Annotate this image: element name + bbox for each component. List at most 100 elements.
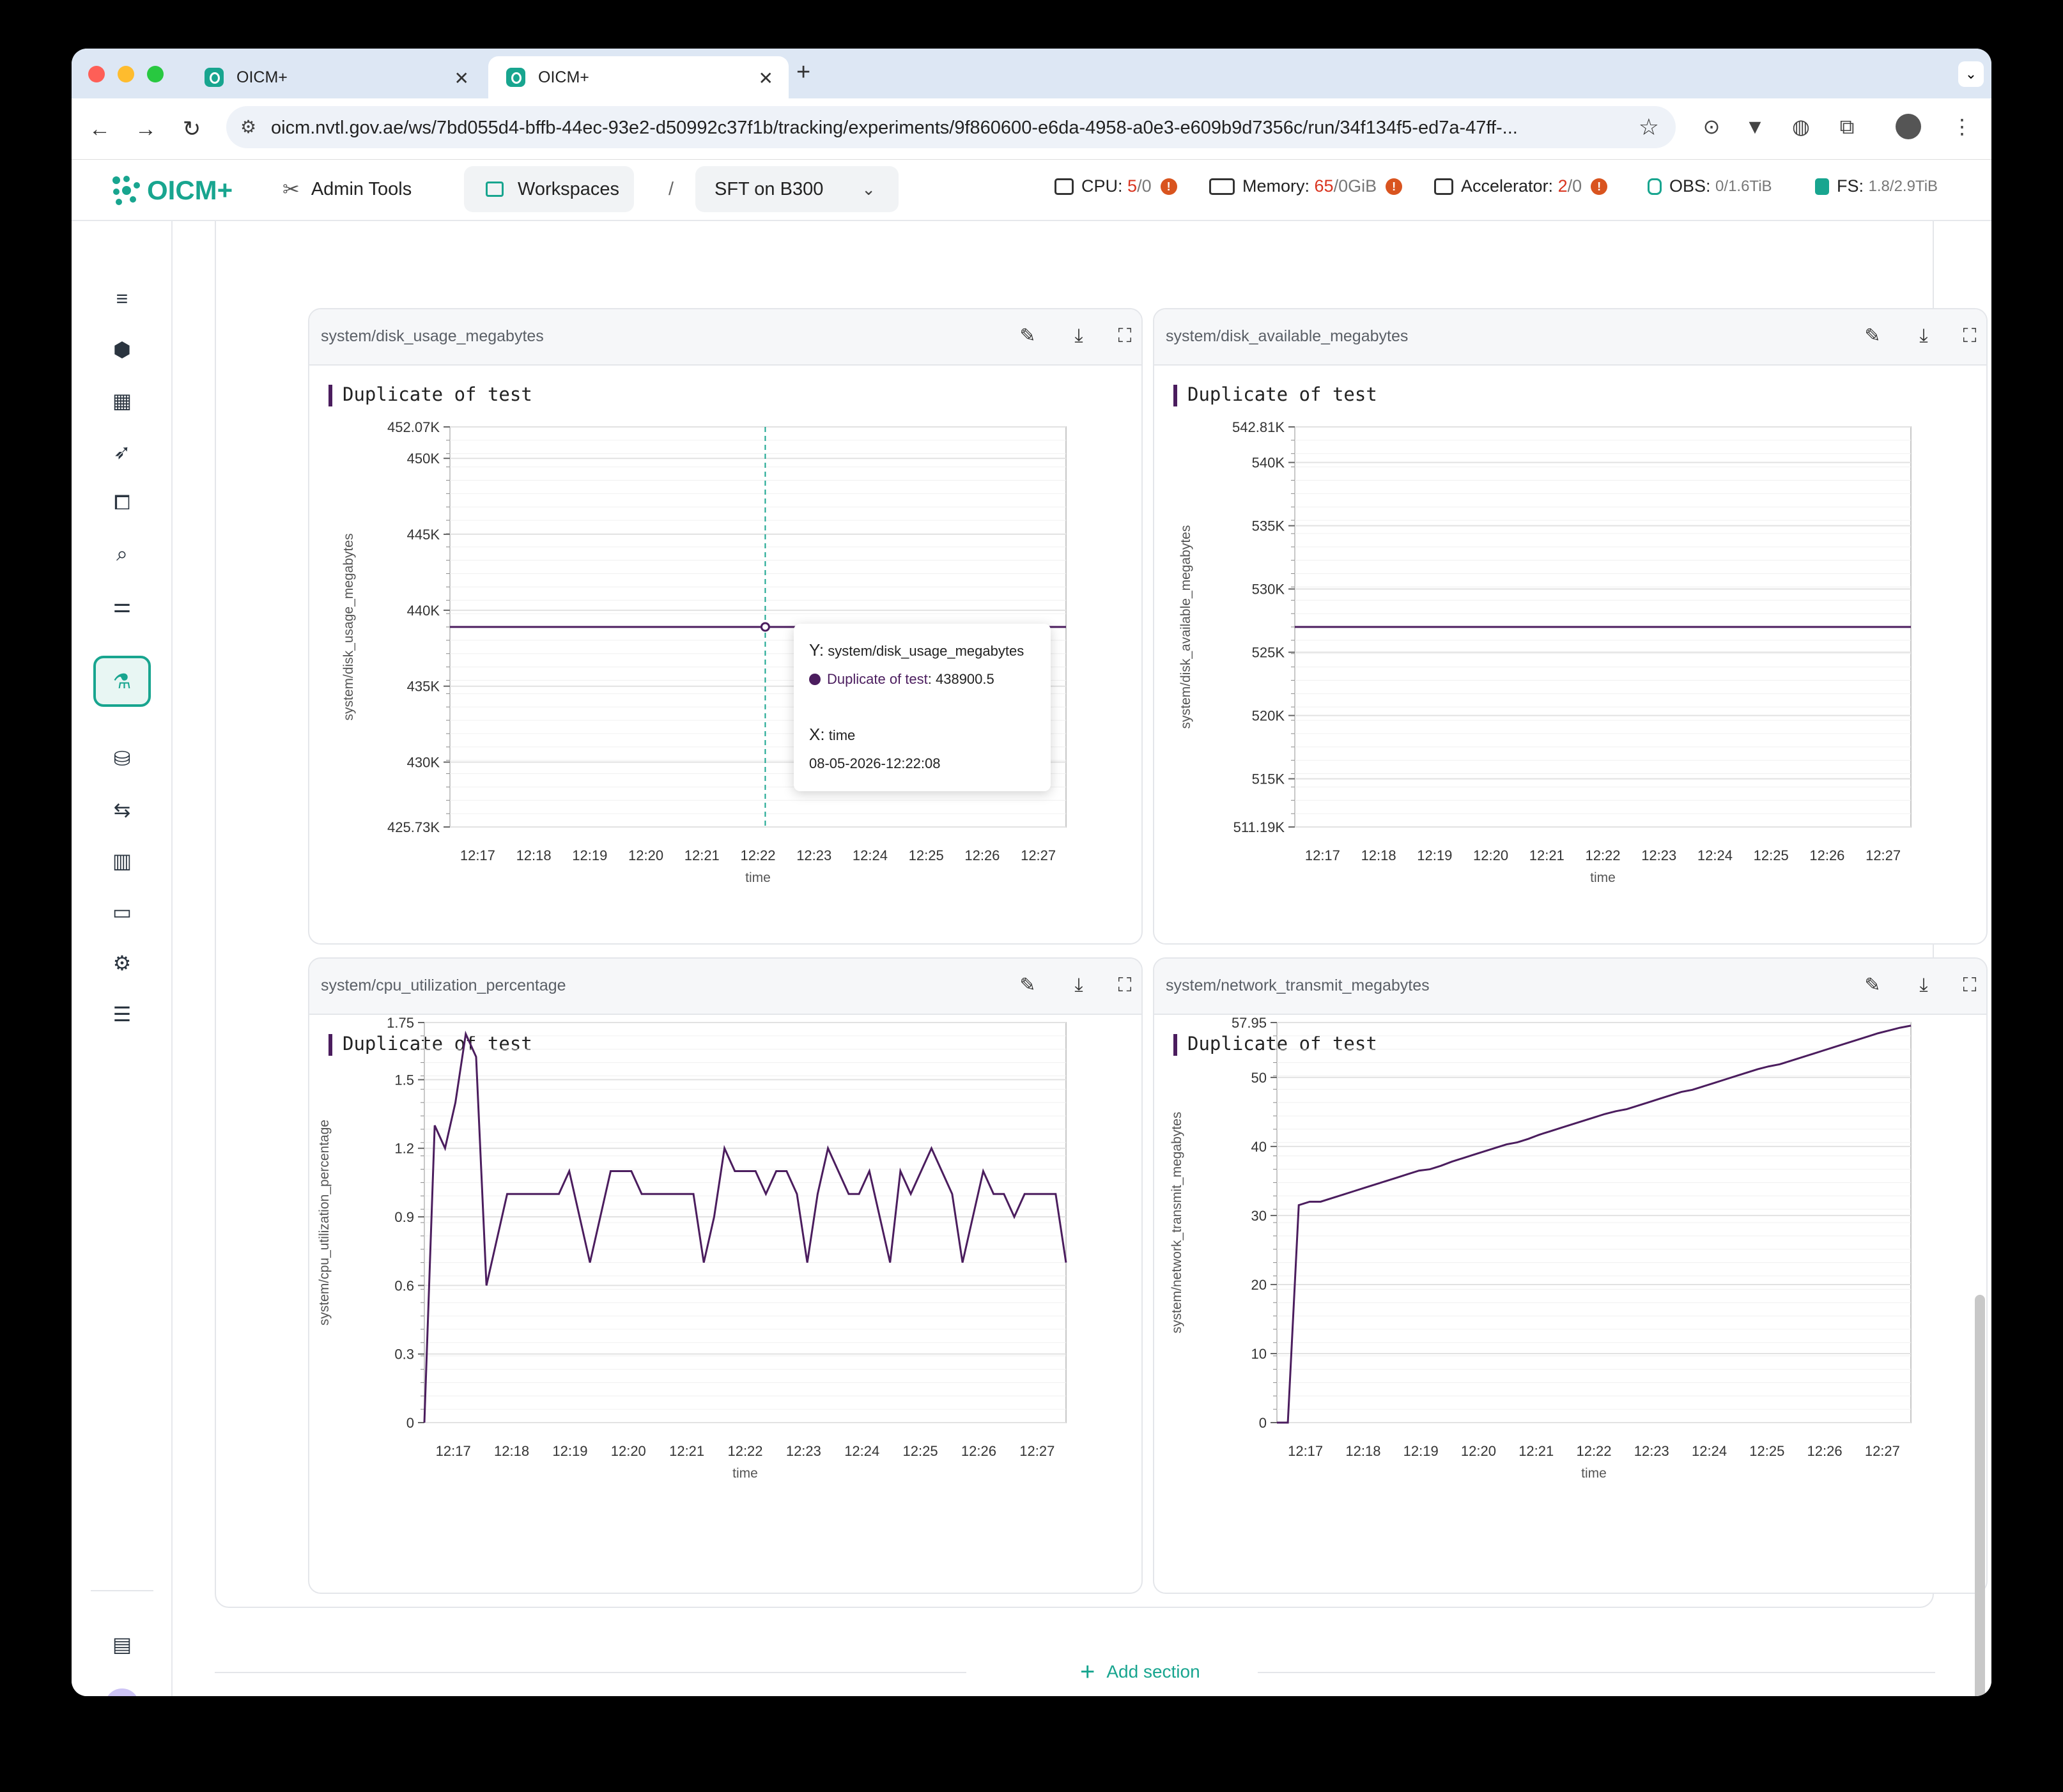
close-window-button[interactable]	[88, 66, 105, 82]
x-tick-label: 12:22	[1576, 1443, 1611, 1459]
x-tick-label: 12:27	[1019, 1443, 1055, 1459]
add-section-button[interactable]: + Add section	[1080, 1659, 1200, 1685]
fullscreen-icon[interactable]: ⛶	[1963, 975, 1977, 996]
x-tick-label: 12:26	[1807, 1443, 1843, 1459]
docs-icon[interactable]: ▤	[112, 1633, 132, 1656]
accelerator-used: 2	[1557, 176, 1568, 196]
minimize-window-button[interactable]	[118, 66, 134, 82]
database-icon[interactable]: ⛁	[113, 747, 131, 770]
y-axis-label: system/disk_available_megabytes	[1178, 525, 1193, 729]
back-icon[interactable]: ←	[89, 117, 111, 141]
y-tick-label: 1.2	[394, 1141, 414, 1157]
x-tick-label: 12:17	[436, 1443, 471, 1459]
y-tick-label: 445K	[407, 527, 440, 543]
download-icon[interactable]: ⤓	[1074, 325, 1083, 346]
x-axis-label: time	[745, 870, 771, 885]
logo-icon	[112, 176, 140, 205]
user-avatar[interactable]: M	[105, 1688, 139, 1696]
y-tick-label: 40	[1251, 1139, 1267, 1155]
chart-tooltip: Y: system/disk_usage_megabytes Duplicate…	[794, 624, 1051, 791]
x-tick-label: 12:24	[853, 847, 888, 863]
y-axis-label: system/cpu_utilization_percentage	[317, 1120, 332, 1325]
scrollbar[interactable]	[1975, 1295, 1985, 1696]
x-tick-label: 12:22	[740, 847, 775, 863]
rocket-icon[interactable]: ➶	[113, 440, 131, 463]
experiments-flask-icon[interactable]: ⚗	[93, 656, 151, 707]
y-tick-label: 511.19K	[1233, 819, 1285, 835]
tooltip-y-label: Y:	[809, 640, 824, 660]
sliders-icon[interactable]: ⚌	[112, 594, 132, 617]
password-icon[interactable]: ◍	[1792, 115, 1810, 138]
browser-tab-active[interactable]: OICM+ ✕	[488, 56, 789, 98]
site-info-icon[interactable]: ⚙	[240, 117, 257, 137]
fullscreen-icon[interactable]: ⛶	[1118, 975, 1132, 996]
x-tick-label: 12:17	[1288, 1443, 1323, 1459]
chart-disk-usage[interactable]: 452.07K 450K 445K 440K 435K 430K 425.73K 12:17 1…	[309, 309, 1143, 945]
extension-v-icon[interactable]: ▼	[1745, 115, 1765, 138]
close-tab-icon[interactable]: ✕	[454, 68, 469, 88]
memory-resource: Memory: 65 /0GiB !	[1209, 176, 1403, 196]
menu-icon[interactable]: ≡	[116, 286, 128, 310]
app-logo[interactable]: OICM+	[110, 174, 233, 207]
extensions-puzzle-icon[interactable]: ⧉	[1839, 115, 1855, 138]
tooltip-x-value: 08-05-2026-12:22:08	[809, 755, 941, 771]
series-name: Duplicate of test	[343, 1033, 532, 1054]
extension-icon[interactable]: ⊙	[1703, 115, 1720, 138]
edit-pencil-icon[interactable]: ✎	[1019, 975, 1036, 996]
admin-tools-button[interactable]: ✂ Admin Tools	[282, 166, 412, 212]
transfer-icon[interactable]: ⇆	[113, 798, 131, 821]
download-icon[interactable]: ⤓	[1919, 325, 1928, 346]
y-tick-label: 435K	[407, 679, 440, 695]
url-text: oicm.nvtl.gov.ae/ws/7bd055d4-bffb-44ec-9…	[271, 118, 1518, 138]
series-name: Duplicate of test	[1187, 383, 1377, 405]
cpu-used: 5	[1127, 176, 1138, 196]
chart-cpu-utilization[interactable]: 1.75 1.5 1.2 0.9 0.6 0.3 0 12:17 12:18 12:19 12:20…	[309, 959, 1143, 1594]
cpu-warning-icon[interactable]: !	[1160, 178, 1177, 195]
chart-disk-available[interactable]: 542.81K 540K 535K 530K 525K 520K 515K 511.19K 12…	[1154, 309, 1988, 945]
bookmark-star-icon[interactable]: ☆	[1638, 114, 1659, 140]
panel-title: system/disk_usage_megabytes	[321, 327, 544, 345]
sidebar: ≡ ⬢ ▦ ➶ ⧠ ⌕ ⚌ ⚗ ⛁ ⇆ ▥ ▭ ⚙ ☰ ▤ M	[72, 221, 173, 1696]
new-tab-icon[interactable]: +	[796, 59, 811, 86]
edit-pencil-icon[interactable]: ✎	[1019, 325, 1036, 346]
browser-tab[interactable]: OICM+ ✕	[187, 56, 484, 98]
tab-strip: OICM+ ✕ OICM+ ✕ + ⌄	[72, 49, 1991, 98]
analytics-icon[interactable]: ⌕	[116, 542, 128, 565]
tab-search-icon[interactable]: ⌄	[1958, 61, 1984, 87]
download-icon[interactable]: ⤓	[1074, 975, 1083, 996]
edit-pencil-icon[interactable]: ✎	[1864, 975, 1881, 996]
book-icon[interactable]: ▥	[112, 849, 132, 872]
accelerator-warning-icon[interactable]: !	[1591, 178, 1608, 195]
fs-value: 1.8/2.9TiB	[1868, 177, 1938, 195]
tooltip-series-dot	[809, 674, 821, 685]
code-icon[interactable]: ⧠	[114, 491, 130, 514]
reload-icon[interactable]: ↻	[182, 117, 201, 141]
panel-header: system/network_transmit_megabytes ✎ ⤓ ⛶	[1154, 959, 1986, 1015]
memory-icon	[1209, 178, 1235, 195]
zoom-window-button[interactable]	[147, 66, 164, 82]
storage-icon[interactable]: ▭	[112, 900, 132, 923]
browser-menu-icon[interactable]: ⋮	[1952, 115, 1972, 138]
workspaces-button[interactable]: Workspaces	[464, 166, 634, 212]
x-tick-label: 12:25	[903, 1443, 938, 1459]
cube-icon[interactable]: ⬢	[113, 338, 131, 361]
url-field[interactable]: ⚙ oicm.nvtl.gov.ae/ws/7bd055d4-bffb-44ec…	[226, 106, 1676, 148]
close-tab-icon[interactable]: ✕	[758, 68, 773, 88]
workspace-select[interactable]: SFT on B300 ⌄	[695, 166, 899, 212]
list-icon[interactable]: ☰	[112, 1003, 132, 1026]
x-tick-label: 12:26	[964, 847, 1000, 863]
memory-warning-icon[interactable]: !	[1386, 178, 1403, 195]
download-icon[interactable]: ⤓	[1919, 975, 1928, 996]
chart-network-transmit[interactable]: 57.95 50 40 30 20 10 0 12:17 12:18 12:19 12:20 12:2…	[1154, 959, 1988, 1594]
obs-value: 0/1.6TiB	[1715, 177, 1772, 195]
fullscreen-icon[interactable]: ⛶	[1118, 325, 1132, 346]
y-tick-label: 530K	[1252, 582, 1285, 598]
dashboard-icon[interactable]: ▦	[112, 389, 132, 412]
forward-icon[interactable]: →	[135, 117, 157, 141]
y-tick-label: 20	[1251, 1277, 1267, 1293]
edit-pencil-icon[interactable]: ✎	[1864, 325, 1881, 346]
profile-avatar-icon[interactable]	[1896, 114, 1921, 139]
settings-gear-icon[interactable]: ⚙	[112, 952, 132, 975]
memory-used: 65	[1314, 176, 1334, 196]
fullscreen-icon[interactable]: ⛶	[1963, 325, 1977, 346]
